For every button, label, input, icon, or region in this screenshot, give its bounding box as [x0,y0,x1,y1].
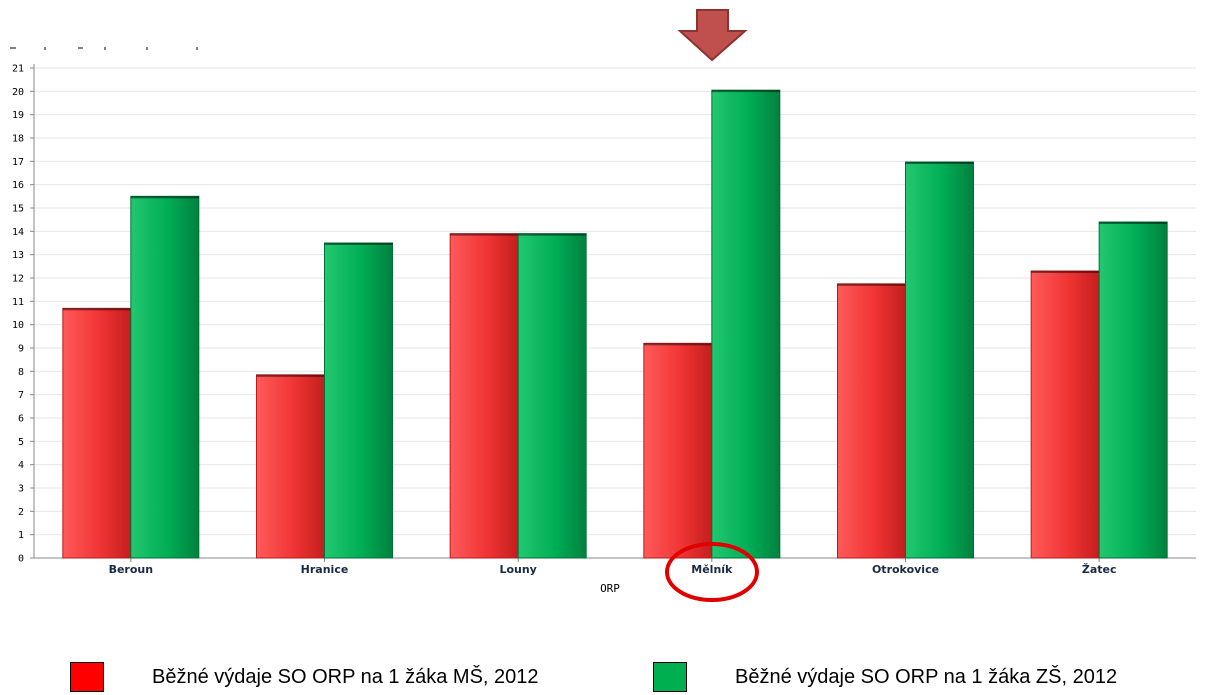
gridlines [34,67,1196,536]
bar-ms-3 [449,233,519,559]
legend-item-zs: Běžné výdaje SO ORP na 1 žáka ZŠ, 2012 [653,662,1117,692]
y-tick-label: 5 [18,437,24,448]
x-category-label: Žatec [1082,563,1117,576]
x-category-label: Beroun [109,563,154,576]
bar-zs-3 [517,233,587,559]
y-tick-label: 4 [18,460,24,471]
bar-zs-4 [711,89,781,559]
y-tick-label: 20 [12,87,24,98]
top-left-tick-marks [10,47,198,50]
y-tick-label: 19 [12,110,24,121]
y-tick-label: 16 [12,180,24,191]
y-tick-label: 3 [18,484,24,495]
bar-ms-2 [256,374,325,559]
y-tick-label: 0 [18,554,24,565]
bar-zs-1 [130,195,200,559]
y-tick-label: 18 [12,134,24,145]
bars [62,89,1168,559]
bar-ms-5 [837,283,906,559]
legend-swatch-zs [653,662,687,692]
y-tick-label: 8 [18,367,24,378]
x-category-label: Hranice [301,563,349,576]
y-tick-label: 12 [12,274,24,285]
y-tick-label: 10 [12,320,24,331]
x-category-label: Mělník [691,563,733,576]
x-category-label: Otrokovice [872,563,939,576]
labels: 0123456789101112131415161718192021Beroun… [12,64,1117,577]
bar-ms-1 [62,307,132,559]
legend-swatch-ms [70,662,104,692]
y-tick-label: 2 [18,507,24,518]
axes [30,64,1196,562]
bar-zs-2 [324,242,393,559]
highlight-ellipse-annotation [665,542,759,602]
y-tick-label: 7 [18,390,24,401]
down-arrow-annotation [677,9,748,62]
legend-item-ms: Běžné výdaje SO ORP na 1 žáka MŠ, 2012 [70,662,539,692]
y-tick-label: 14 [12,227,24,238]
y-tick-label: 9 [18,344,24,355]
bar-ms-4 [643,342,713,559]
bar-zs-5 [905,161,974,559]
y-tick-label: 1 [18,530,24,541]
y-tick-label: 13 [12,250,24,261]
y-tick-label: 17 [12,157,24,168]
bar-ms-6 [1030,270,1100,559]
bar-zs-6 [1098,221,1168,559]
y-tick-label: 21 [12,64,24,75]
legend-label-ms: Běžné výdaje SO ORP na 1 žáka MŠ, 2012 [152,665,539,688]
y-tick-label: 15 [12,204,24,215]
y-tick-label: 6 [18,414,24,425]
x-category-label: Louny [499,563,536,576]
x-axis-title: ORP [600,582,620,595]
legend-label-zs: Běžné výdaje SO ORP na 1 žáka ZŠ, 2012 [735,665,1118,688]
y-tick-label: 11 [12,297,24,308]
